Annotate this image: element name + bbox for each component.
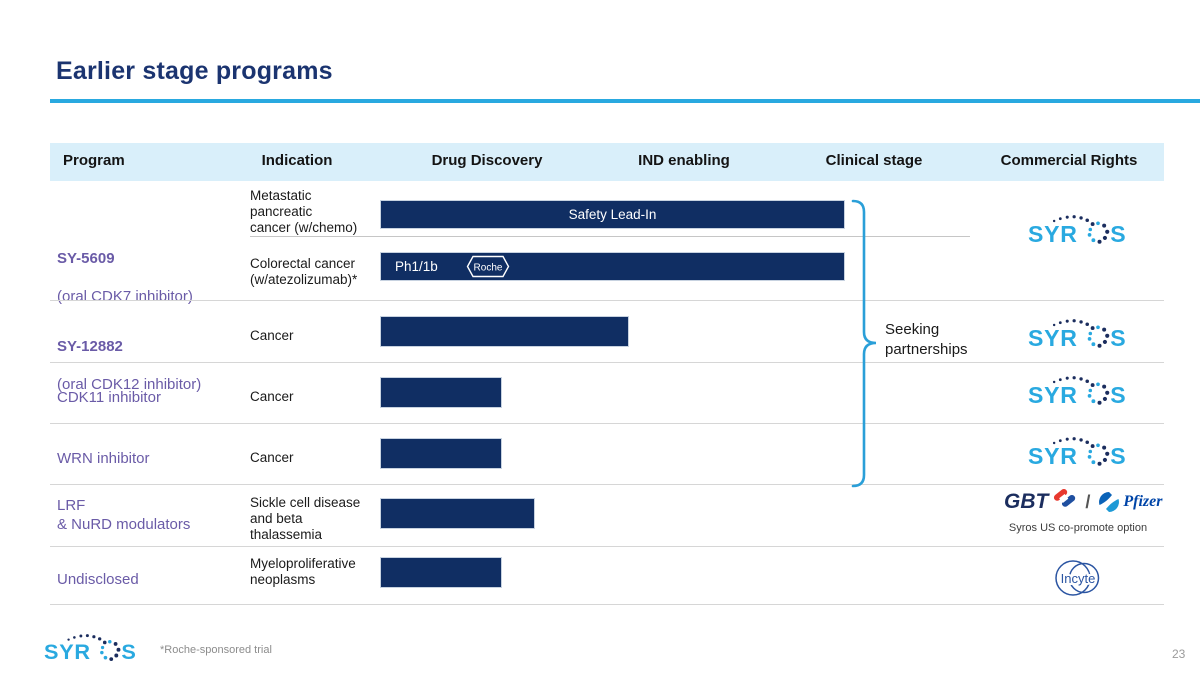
program-name-cdk11: CDK11 inhibitor — [57, 389, 161, 406]
page-number: 23 — [1172, 647, 1186, 661]
page-title: Earlier stage programs — [56, 57, 333, 85]
svg-text:SYR: SYR — [1028, 382, 1078, 408]
partnership-bracket — [851, 199, 877, 488]
syros-logo: SYR S — [1028, 215, 1126, 247]
table-header — [50, 143, 1164, 181]
indication-cancer: Cancer — [250, 450, 294, 465]
pipeline-bar-cdk11 — [380, 377, 502, 408]
roche-hexagon-logo: Roche — [466, 255, 510, 278]
header-cell-program: Program — [63, 152, 125, 169]
svg-text:SYR: SYR — [1028, 325, 1078, 351]
rights-caption: Syros US co-promote option — [1008, 522, 1148, 534]
syros-logo: SYR S — [1028, 376, 1126, 408]
svg-text:S: S — [1110, 443, 1126, 469]
gbt-pfizer-logos: GBT / Pfizer — [1004, 489, 1162, 514]
program-subtitle: (oral CDK12 inhibitor) — [57, 376, 202, 394]
header-cell-drug-discovery: Drug Discovery — [431, 152, 543, 169]
program-name-bold: SY-5609 — [57, 250, 115, 268]
slash-separator: / — [1085, 491, 1091, 512]
pfizer-swoosh-icon — [1099, 492, 1120, 512]
incyte-logo: Incyte — [1055, 560, 1100, 596]
pipeline-bar-sy5609-pancreatic: Safety Lead-In — [380, 200, 845, 229]
svg-text:Roche: Roche — [473, 263, 502, 274]
header-cell-commercial-rights: Commercial Rights — [1000, 152, 1138, 169]
title-underline — [50, 99, 1200, 103]
syros-logo: SYR S — [1028, 437, 1126, 469]
pipeline-bar-wrn — [380, 438, 502, 469]
pipeline-bar-sy5609-colorectal: Ph1/1b Roche — [380, 252, 845, 281]
program-name-sy12882: SY-12882 (oral CDK12 inhibitor) — [57, 318, 201, 394]
header-cell-clinical-stage: Clinical stage — [825, 152, 923, 169]
pfizer-logo: Pfizer — [1098, 491, 1162, 513]
pipeline-bar-sy12882 — [380, 316, 629, 347]
pipeline-bar-undisclosed — [380, 557, 502, 588]
svg-text:SYR: SYR — [44, 639, 91, 664]
svg-text:S: S — [1110, 382, 1126, 408]
program-name-undisclosed: Undisclosed — [57, 571, 139, 588]
svg-text:SYR: SYR — [1028, 221, 1078, 247]
row-separator — [50, 300, 1164, 301]
program-name-sy5609: SY-5609 (oral CDK7 inhibitor) — [57, 230, 193, 306]
indication-cancer: Cancer — [250, 389, 294, 404]
row-separator — [50, 484, 1164, 485]
syros-footer-logo: SYR S — [44, 634, 136, 664]
program-name-lrf-nurd: LRF & NuRD modulators — [57, 497, 191, 534]
sub-row-separator — [250, 236, 970, 237]
program-name-bold: SY-12882 — [57, 338, 123, 356]
header-cell-indication: Indication — [261, 152, 333, 169]
indication-mpn: Myeloproliferative neoplasms — [250, 556, 356, 588]
gbt-logo: GBT — [1004, 490, 1049, 513]
bar-label: Ph1/1b — [395, 259, 438, 274]
syros-logo: SYR S — [1028, 319, 1126, 351]
pipeline-bar-lrf — [380, 498, 535, 529]
program-subtitle: (oral CDK7 inhibitor) — [57, 288, 193, 306]
svg-text:S: S — [1110, 221, 1126, 247]
indication-cancer: Cancer — [250, 328, 294, 343]
bar-label: Safety Lead-In — [568, 207, 657, 222]
svg-text:S: S — [121, 639, 136, 664]
program-name-wrn: WRN inhibitor — [57, 450, 150, 467]
indication-pancreatic: Metastatic pancreatic cancer (w/chemo) — [250, 188, 358, 236]
indication-sickle-cell: Sickle cell disease and beta thalassemia — [250, 495, 361, 543]
row-separator — [50, 362, 1164, 363]
row-separator — [50, 423, 1164, 424]
svg-text:Incyte: Incyte — [1061, 571, 1096, 586]
gbt-capsules-icon — [1054, 489, 1076, 507]
row-separator — [50, 546, 1164, 547]
seeking-partnerships-label: Seeking partnerships — [885, 321, 968, 359]
svg-text:S: S — [1110, 325, 1126, 351]
footnote: *Roche-sponsored trial — [160, 644, 272, 656]
row-separator — [50, 604, 1164, 605]
header-cell-ind-enabling: IND enabling — [638, 152, 730, 169]
indication-colorectal: Colorectal cancer (w/atezolizumab)* — [250, 256, 358, 288]
svg-text:SYR: SYR — [1028, 443, 1078, 469]
